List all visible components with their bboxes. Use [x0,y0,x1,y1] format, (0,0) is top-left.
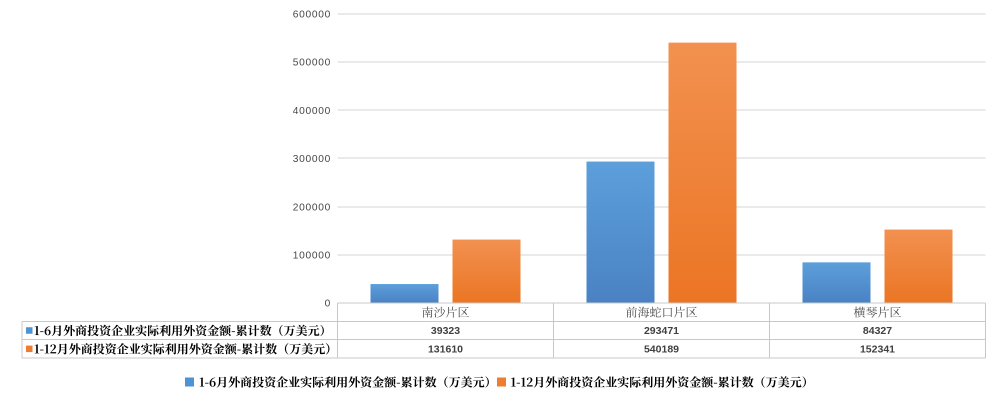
svg-text:293471: 293471 [644,325,679,337]
svg-text:300000: 300000 [293,154,331,165]
svg-text:39323: 39323 [431,325,460,337]
svg-text:200000: 200000 [293,202,331,213]
svg-text:84327: 84327 [863,325,892,337]
svg-text:400000: 400000 [293,106,331,117]
svg-text:100000: 100000 [293,251,331,262]
svg-text:540189: 540189 [644,344,679,356]
svg-text:500000: 500000 [293,58,331,69]
svg-text:152341: 152341 [860,344,895,356]
svg-text:131610: 131610 [428,344,463,356]
svg-text:0: 0 [325,299,331,310]
svg-text:600000: 600000 [293,10,331,21]
